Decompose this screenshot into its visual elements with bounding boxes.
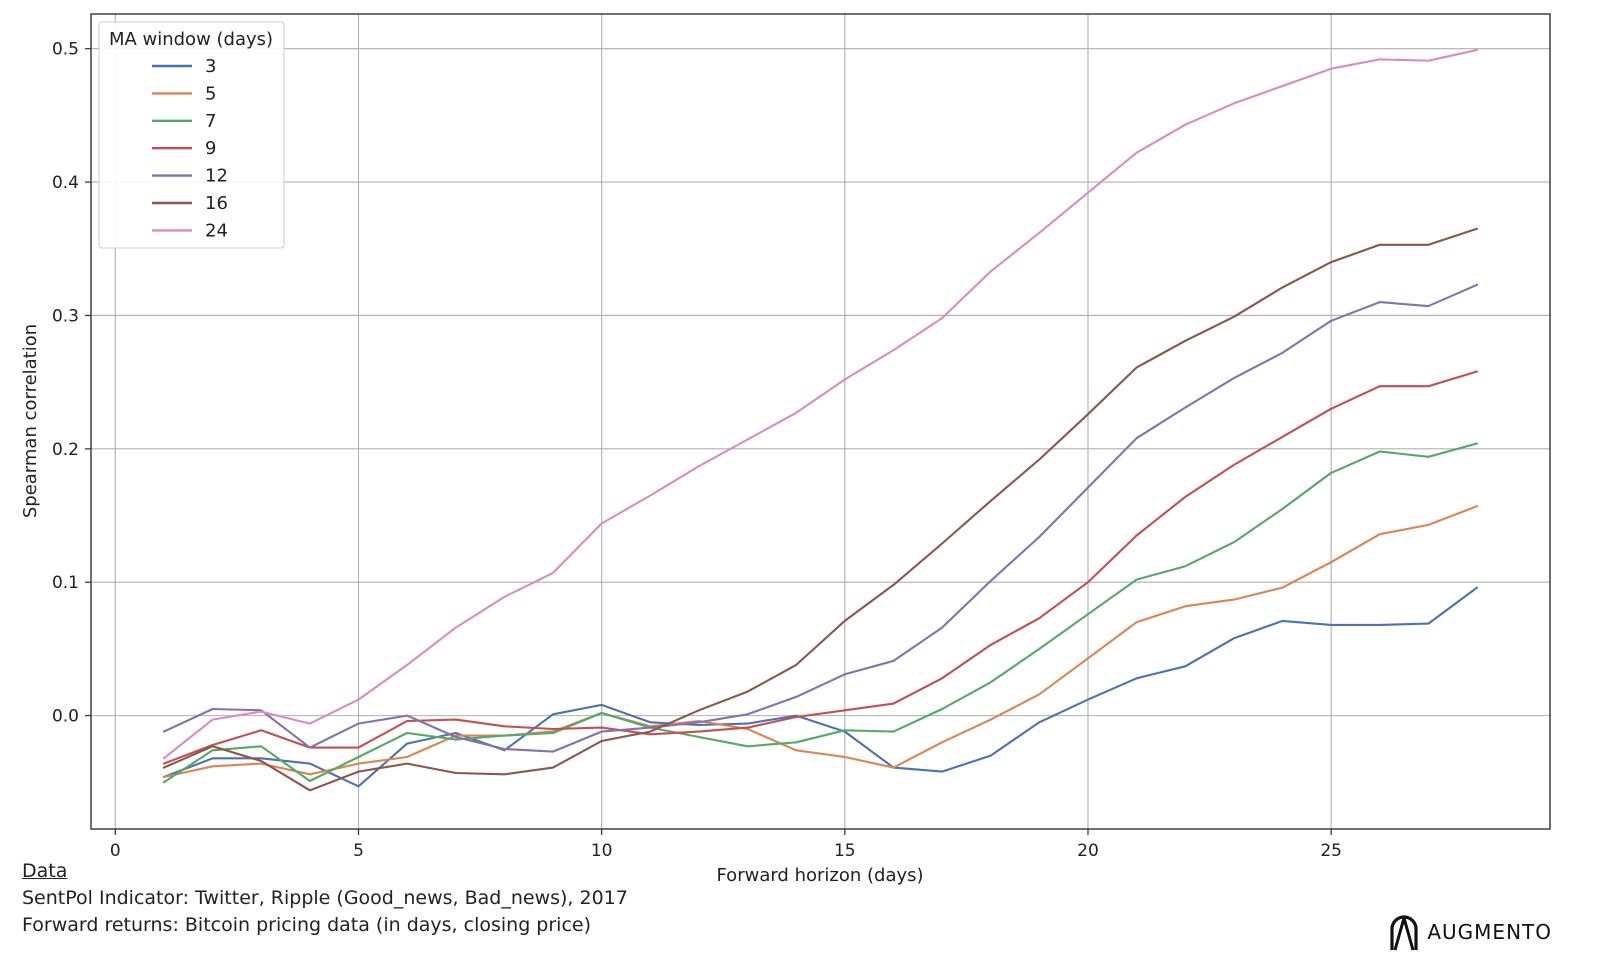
legend-label-24: 24 [205,220,228,241]
legend-entries: 3 5 7 9 12 16 24 [152,56,228,241]
series-line-7 [162,442,1479,784]
data-source-note: Data SentPol Indicator: Twitter, Ripple … [22,858,628,939]
augmento-brand-name: AUGMENTO [1427,920,1552,944]
series-layer [162,48,1479,792]
series-line-24 [162,48,1479,760]
y-tick-label: 0.4 [52,173,79,193]
y-axis-label: Spearman correlation [20,324,41,518]
augmento-logo-icon [1390,915,1418,951]
legend-label-3: 3 [205,56,216,77]
plot-frame [90,13,1551,830]
legend-label-7: 7 [205,111,216,132]
ticks: 0 5 10 15 20 25 0.0 0.1 0.2 0.3 0.4 0.5 [52,40,1342,861]
x-axis-label: Forward horizon (days) [716,865,923,886]
y-tick-label: 0.0 [52,707,79,727]
y-tick-label: 0.5 [52,40,79,60]
legend: MA window (days) 3 5 7 9 12 16 24 [98,21,285,249]
x-tick-label: 0 [110,841,121,861]
legend-label-12: 12 [205,166,228,187]
legend-label-9: 9 [205,138,216,159]
grid [91,14,1550,829]
x-tick-label: 10 [591,841,613,861]
series-line-3 [162,586,1479,788]
series-line-5 [162,505,1479,779]
x-tick-label: 20 [1077,841,1099,861]
legend-box [98,21,285,249]
legend-label-16: 16 [205,193,228,214]
footer-line-returns: Forward returns: Bitcoin pricing data (i… [22,914,591,936]
y-tick-label: 0.1 [52,573,79,593]
footer-heading: Data [22,860,68,882]
series-line-12 [162,283,1479,753]
y-tick-label: 0.2 [52,440,79,460]
y-tick-label: 0.3 [52,306,79,326]
x-tick-label: 15 [834,841,856,861]
legend-label-5: 5 [205,83,216,104]
x-tick-label: 25 [1320,841,1342,861]
legend-title: MA window (days) [109,29,273,50]
series-line-16 [162,227,1479,792]
series-line-9 [162,370,1479,765]
x-tick-label: 5 [353,841,364,861]
augmento-logo: AUGMENTO [1387,912,1552,952]
footer-line-sentpol: SentPol Indicator: Twitter, Ripple (Good… [22,887,628,909]
